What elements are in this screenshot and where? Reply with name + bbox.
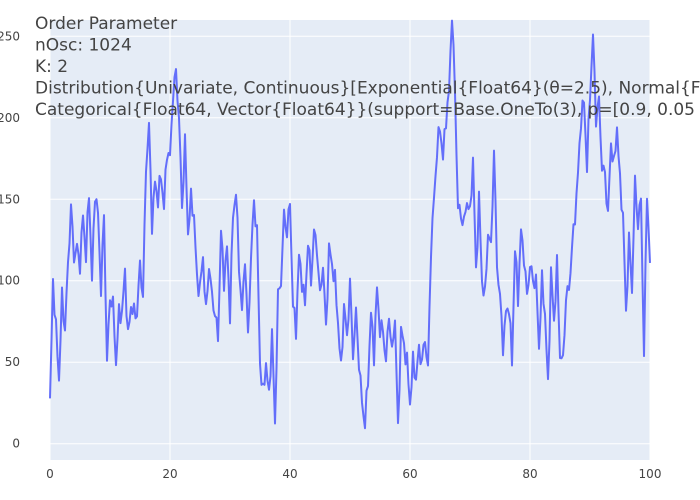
x-tick-label: 60 xyxy=(402,467,417,481)
title-line: Categorical{Float64, Vector{Float64}}(su… xyxy=(35,100,695,120)
title-line: nOsc: 1024 xyxy=(35,36,132,56)
grid-lines xyxy=(49,20,651,460)
x-tick-label: 80 xyxy=(522,467,537,481)
y-tick-label: 50 xyxy=(5,355,20,369)
order-parameter-series-line xyxy=(49,19,651,430)
x-tick-label: 0 xyxy=(46,467,54,481)
title-line: K: 2 xyxy=(35,57,68,77)
x-tick-label: 40 xyxy=(282,467,297,481)
x-tick-label: 20 xyxy=(162,467,177,481)
title-line: Distribution{Univariate, Continuous}[Exp… xyxy=(35,79,700,99)
series-layer xyxy=(49,19,651,430)
y-tick-label: 150 xyxy=(0,192,20,206)
y-tick-label: 200 xyxy=(0,111,20,125)
y-tick-label: 250 xyxy=(0,29,20,43)
axis-tick-labels: 0 20 40 60 80 100 0 50 100 150 200 250 xyxy=(0,29,661,481)
title-line: Order Parameter xyxy=(35,14,177,34)
plot-background xyxy=(50,20,650,460)
y-tick-label: 0 xyxy=(12,437,20,451)
x-tick-label: 100 xyxy=(639,467,662,481)
y-tick-label: 100 xyxy=(0,274,20,288)
